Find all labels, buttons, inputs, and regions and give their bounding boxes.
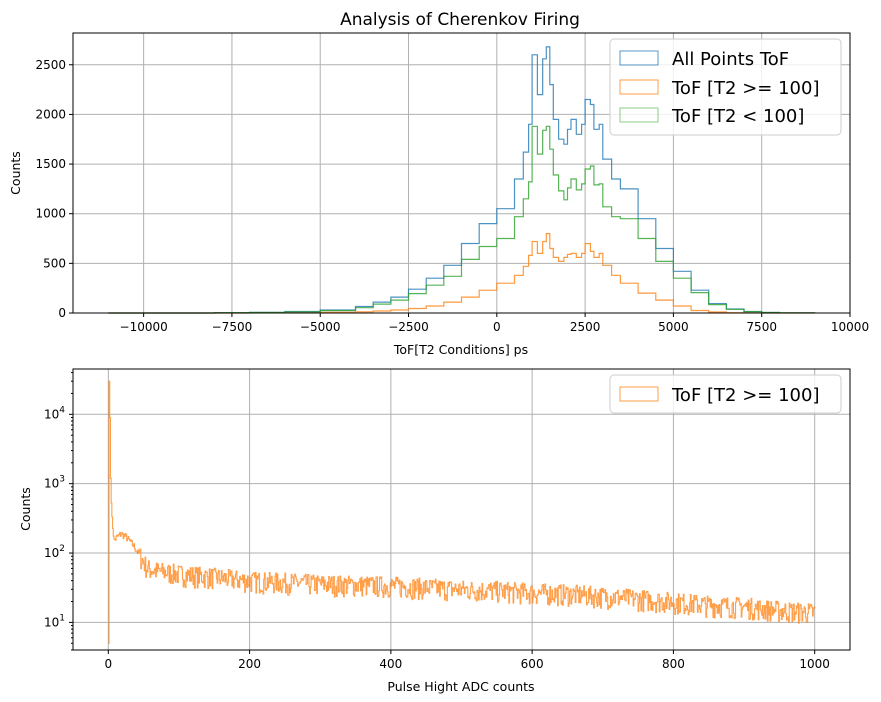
series-line-tof-t2-100 [108, 125, 816, 314]
chart-title: Analysis of Cherenkov Firing [340, 10, 580, 30]
y-tick-label: 1000 [35, 207, 66, 221]
y-tick-label: 101 [44, 613, 65, 629]
x-tick-label: 2500 [570, 320, 601, 334]
plot-frame [72, 368, 851, 651]
legend-swatch-t2-ge-100 [619, 386, 659, 402]
legend-swatch-t2-ge-100 [619, 79, 659, 95]
y-tick-label: 104 [44, 405, 65, 421]
x-tick-label: 800 [662, 657, 685, 671]
series-group [108, 46, 816, 314]
x-tick-label: −5000 [300, 320, 341, 334]
x-tick-label: 7500 [746, 320, 777, 334]
legend-label-t2-ge-100: ToF [T2 >= 100] [671, 385, 819, 406]
x-tick-label: 600 [521, 657, 544, 671]
y-tick-label: 102 [44, 544, 65, 560]
pulse-height-histogram-chart: 0 200 400 600 800 1000 101 102 103 104 Pulse Hig… [18, 368, 851, 694]
y-tick-label: 0 [58, 306, 66, 320]
y-axis-ticks: 101 102 103 104 [44, 372, 73, 651]
x-tick-label: 0 [104, 657, 112, 671]
legend: All Points ToF ToF [T2 >= 100] ToF [T2 <… [609, 38, 842, 136]
x-tick-label: 1000 [799, 657, 830, 671]
x-axis-ticks: −10000 −7500 −5000 −2500 0 2500 5000 7500 10000 [120, 313, 869, 334]
x-tick-label: −10000 [120, 320, 168, 334]
x-axis-label: ToF[T2 Conditions] ps [393, 342, 528, 357]
series-group [108, 380, 816, 644]
y-axis-ticks: 0 500 1000 1500 2000 2500 [35, 58, 73, 320]
legend-label-t2-ge-100: ToF [T2 >= 100] [671, 78, 819, 99]
x-tick-label: −2500 [388, 320, 429, 334]
y-tick-label: 103 [44, 475, 65, 491]
legend: ToF [T2 >= 100] [609, 374, 842, 414]
y-axis-label: Counts [18, 487, 33, 531]
x-tick-label: 0 [493, 320, 501, 334]
x-tick-label: 10000 [831, 320, 869, 334]
plot-frame [72, 32, 851, 314]
series-line-all-points-tof [108, 46, 816, 314]
legend-label-all-points: All Points ToF [672, 49, 789, 70]
legend-swatch-all-points [619, 50, 659, 66]
x-axis-ticks: 0 200 400 600 800 1000 [104, 650, 830, 671]
x-tick-label: 200 [238, 657, 261, 671]
x-tick-label: 400 [379, 657, 402, 671]
y-tick-label: 2500 [35, 58, 66, 72]
y-axis-label: Counts [8, 151, 23, 195]
x-axis-label: Pulse Hight ADC counts [387, 679, 534, 694]
legend-box [609, 374, 842, 414]
tof-histogram-chart: Analysis of Cherenkov Firing −10000 −7500… [8, 10, 869, 357]
legend-swatch-t2-lt-100 [619, 107, 659, 123]
x-tick-label: 5000 [658, 320, 689, 334]
y-tick-label: 500 [43, 256, 66, 270]
legend-label-t2-lt-100: ToF [T2 < 100] [671, 106, 804, 127]
y-tick-label: 2000 [35, 107, 66, 121]
grid-lines [73, 369, 850, 650]
legend-box [609, 38, 842, 136]
series-line-tof-t2-100 [108, 233, 815, 314]
x-tick-label: −7500 [212, 320, 253, 334]
y-tick-label: 1500 [35, 157, 66, 171]
series-line-tof-t2-100 [108, 380, 816, 644]
